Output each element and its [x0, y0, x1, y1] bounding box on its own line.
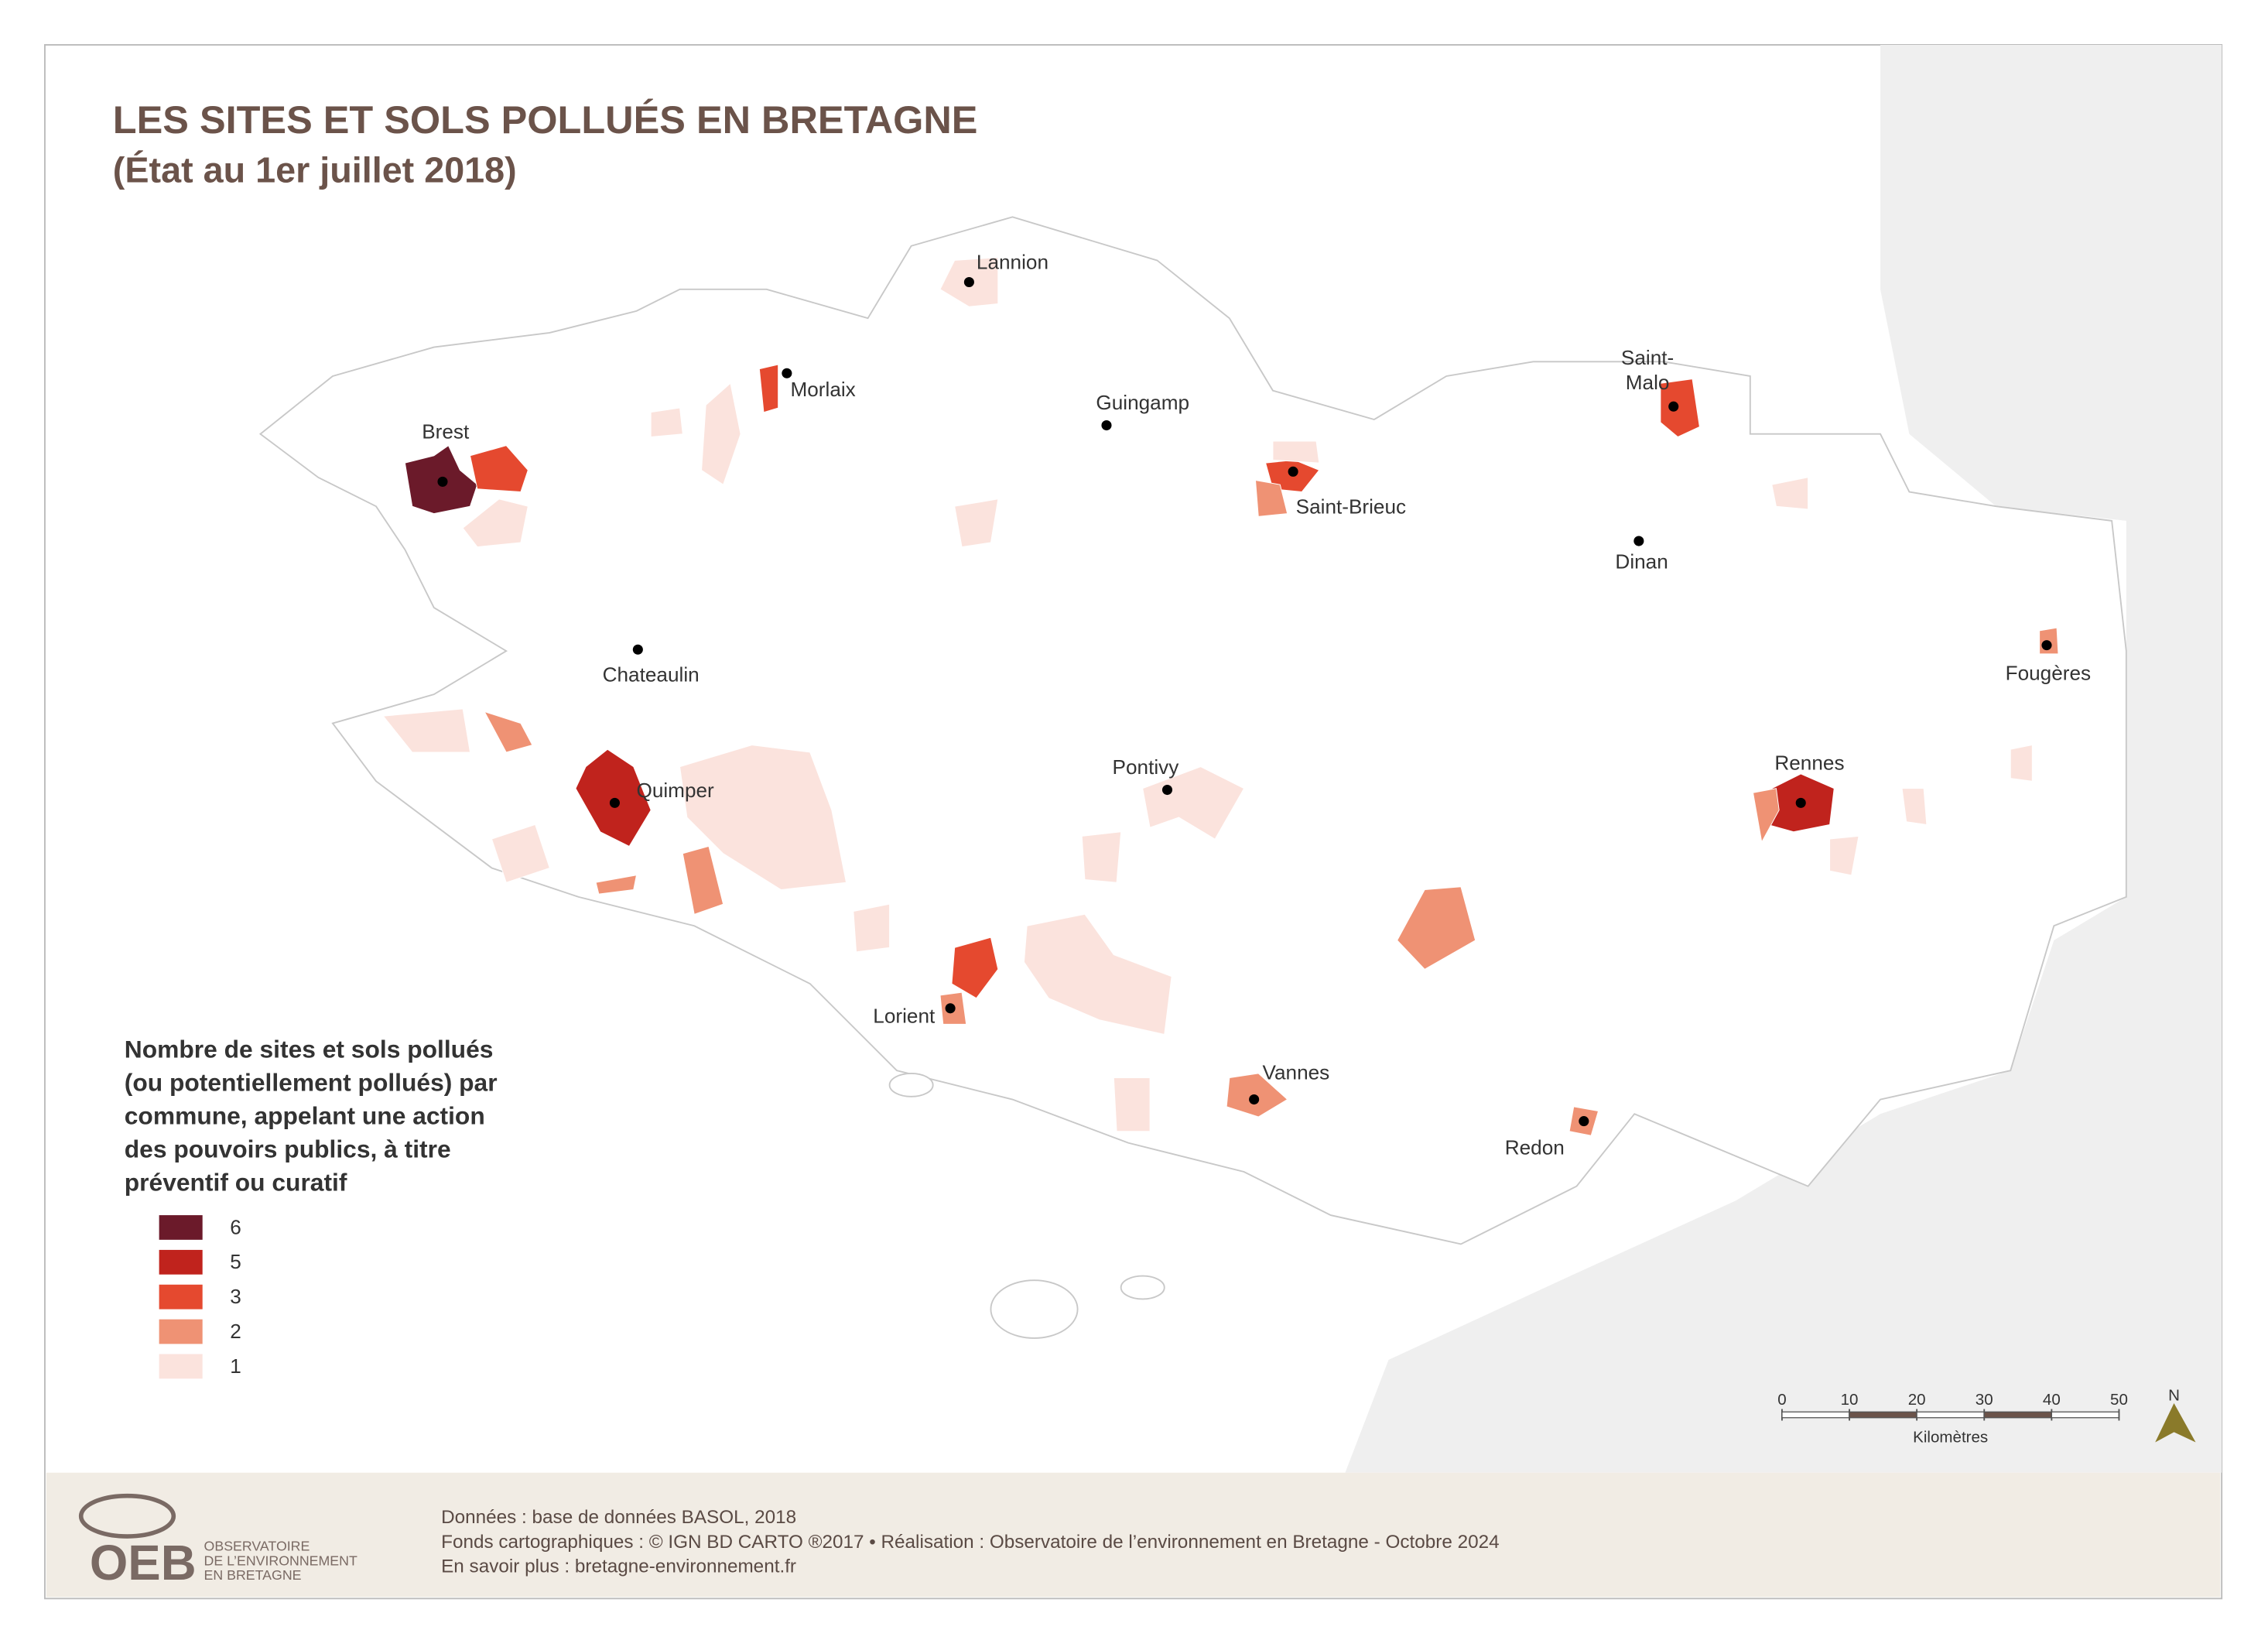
footer-line: Données : base de données BASOL, 2018 [441, 1507, 796, 1528]
scale-tick-label: 40 [2043, 1391, 2061, 1409]
legend-swatch [159, 1249, 203, 1275]
logo-line: EN BRETAGNE [204, 1567, 302, 1583]
city-dot [1633, 536, 1644, 546]
north-arrow [2155, 1403, 2196, 1443]
scale-segment [1781, 1411, 1850, 1419]
city-label: Vannes [1262, 1060, 1329, 1084]
city-dot [609, 797, 620, 808]
city-dot [1249, 1094, 1260, 1105]
city-dot [1101, 419, 1112, 431]
city-label: Chateaulin [603, 663, 700, 686]
city-dot [963, 276, 974, 288]
city-dot [1668, 401, 1679, 412]
scale-tick-label: 0 [1777, 1391, 1786, 1409]
city-dot [1579, 1116, 1589, 1127]
city-label: Redon [1505, 1136, 1565, 1159]
legend-swatch [159, 1215, 203, 1240]
city-label: Dinan [1615, 550, 1668, 574]
sea [1345, 44, 2222, 1473]
scale-tick-label: 50 [2110, 1391, 2128, 1409]
city-dot [1161, 785, 1173, 796]
city-dot [437, 476, 448, 487]
scale-tick-label: 20 [1908, 1391, 1926, 1409]
legend-swatch [159, 1354, 203, 1379]
city-label: Malo [1626, 371, 1670, 394]
footer-line: En savoir plus : bretagne-environnement.… [441, 1556, 796, 1577]
city-label: Saint-Brieuc [1296, 495, 1406, 519]
communes [382, 257, 2059, 1136]
scale-segment [2051, 1411, 2120, 1419]
city-label: Lannion [977, 251, 1048, 274]
logo-mark [78, 1493, 176, 1539]
legend-label: 2 [230, 1320, 241, 1343]
city-label: Rennes [1774, 751, 1844, 774]
legend-title: des pouvoirs publics, à titre [125, 1135, 451, 1162]
city-dot [945, 1003, 956, 1014]
legend-title: (ou potentiellement pollués) par [125, 1068, 498, 1096]
city-label: Guingamp [1096, 391, 1189, 414]
legend-title: commune, appelant une action [125, 1101, 485, 1129]
scale-tick-label: 30 [1976, 1391, 1993, 1409]
legend-title: préventif ou curatif [125, 1168, 347, 1196]
city-label: Fougères [2006, 661, 2092, 684]
legend-label: 1 [230, 1354, 241, 1378]
city-dot [1795, 797, 1806, 808]
logo-line: OBSERVATOIRE [204, 1539, 310, 1554]
footer-band [46, 1472, 2221, 1597]
city-label: Pontivy [1113, 755, 1180, 779]
scale-segment [1916, 1411, 1985, 1419]
footer-line: Fonds cartographiques : © IGN BD CARTO ®… [441, 1532, 1499, 1553]
city-dot [2041, 640, 2052, 651]
north-label: N [2168, 1386, 2180, 1404]
legend-label: 6 [230, 1215, 241, 1238]
islands [888, 1072, 1165, 1339]
city-dot [1288, 466, 1298, 477]
title: LES SITES ET SOLS POLLUÉS EN BRETAGNE [113, 98, 978, 142]
scale-unit: Kilomètres [1913, 1429, 1988, 1447]
city-label: Quimper [636, 779, 714, 802]
city-label: Lorient [873, 1004, 936, 1027]
scale-tick-label: 10 [1841, 1391, 1859, 1409]
scale-segment [1983, 1411, 2053, 1419]
legend-swatch [159, 1284, 203, 1310]
legend-label: 5 [230, 1250, 241, 1273]
scale-segment [1849, 1411, 1917, 1419]
legend-label: 3 [230, 1285, 241, 1308]
logo-line: DE L’ENVIRONNEMENT [204, 1553, 357, 1568]
city-dot [632, 644, 643, 655]
logo-acronym: OEB [90, 1536, 197, 1591]
city-label: Morlaix [790, 378, 855, 401]
legend-swatch [159, 1319, 203, 1344]
subtitle: (État au 1er juillet 2018) [113, 150, 517, 190]
legend-title: Nombre de sites et sols pollués [125, 1035, 494, 1063]
city-label: Saint- [1621, 346, 1674, 369]
city-dot [782, 368, 792, 378]
city-label: Brest [422, 419, 470, 443]
